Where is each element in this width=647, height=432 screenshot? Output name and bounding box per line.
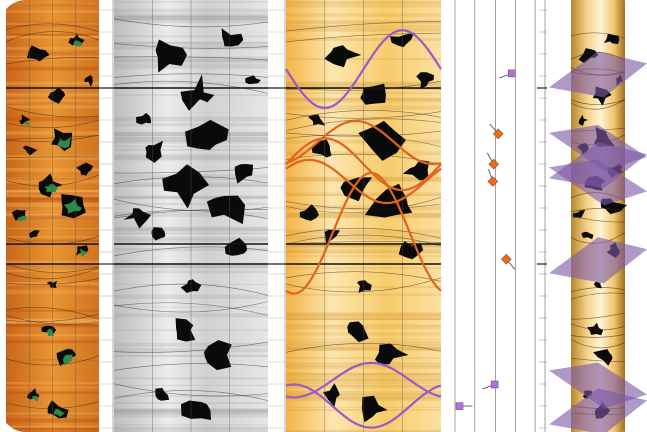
dip-plane[interactable] xyxy=(549,51,647,98)
tadpole-purple[interactable] xyxy=(507,69,516,78)
sinusoid-orange[interactable] xyxy=(285,158,442,205)
dark-feature xyxy=(398,241,424,260)
dark-feature xyxy=(123,208,151,229)
amplitude-image-track xyxy=(5,0,100,432)
dark-feature xyxy=(361,395,388,423)
cylinder-trace xyxy=(570,334,626,338)
dark-feature xyxy=(221,28,244,47)
dark-feature xyxy=(181,400,212,420)
cylinder-feature xyxy=(587,322,604,336)
sinusoid-orange[interactable] xyxy=(285,171,442,295)
dark-feature xyxy=(136,112,151,125)
dark-feature xyxy=(19,114,31,125)
cylinder-trace xyxy=(570,208,626,213)
cylinder-trace xyxy=(570,312,626,320)
cylinder-feature xyxy=(603,33,620,45)
dark-feature xyxy=(155,387,170,401)
dark-feature xyxy=(27,45,50,62)
dark-feature xyxy=(324,45,362,68)
borehole-3d-track xyxy=(549,0,647,432)
green-feature xyxy=(57,136,72,148)
dark-feature xyxy=(358,120,406,161)
dark-feature xyxy=(204,340,232,371)
green-feature xyxy=(23,121,29,126)
cylinder-trace xyxy=(570,357,626,362)
dip-plane[interactable] xyxy=(549,159,647,206)
green-feature xyxy=(79,248,88,257)
cylinder-trace xyxy=(570,215,626,223)
cylinder-feature xyxy=(578,48,599,64)
sinusoid-purple[interactable] xyxy=(285,383,442,429)
depth-scale xyxy=(99,0,114,432)
dark-feature xyxy=(357,280,372,293)
cylinder-trace xyxy=(570,339,626,349)
dark-feature xyxy=(402,160,430,181)
dark-feature xyxy=(22,145,38,156)
tadpole-purple[interactable] xyxy=(455,402,464,410)
sinusoid-purple[interactable] xyxy=(285,29,442,110)
interpreted-image-track xyxy=(285,0,442,432)
green-feature xyxy=(32,395,39,402)
cylinder-trace xyxy=(570,98,626,110)
dark-feature xyxy=(28,230,40,239)
cylinder-feature xyxy=(572,210,586,219)
cylinder-trace xyxy=(570,292,626,300)
cylinder-trace xyxy=(570,99,626,106)
sinusoid-purple[interactable] xyxy=(285,361,442,399)
cylinder-feature xyxy=(578,114,589,126)
dark-feature xyxy=(360,83,386,105)
green-feature xyxy=(64,199,82,214)
dark-feature xyxy=(162,164,209,209)
dark-feature xyxy=(416,72,434,90)
dark-feature xyxy=(307,114,326,126)
sinusoid-orange[interactable] xyxy=(285,119,442,166)
cylinder-feature xyxy=(581,231,594,240)
sinusoid-picks xyxy=(285,29,442,429)
dark-feature xyxy=(180,74,215,111)
cylinder-trace xyxy=(570,323,626,331)
dip-plane[interactable] xyxy=(549,388,647,432)
dark-feature xyxy=(175,318,196,342)
tadpole-orange[interactable] xyxy=(487,176,499,187)
cylinder-feature xyxy=(593,349,613,366)
tadpole-orange[interactable] xyxy=(500,253,512,265)
tadpole-orange[interactable] xyxy=(492,128,504,140)
dark-feature xyxy=(145,140,163,163)
tadpole-purple[interactable] xyxy=(490,380,499,389)
green-feature xyxy=(62,354,73,365)
dark-feature xyxy=(11,209,26,221)
green-feature xyxy=(18,215,27,222)
dark-feature xyxy=(84,74,93,87)
dark-feature xyxy=(322,383,340,407)
green-feature xyxy=(47,328,54,337)
dip-plane[interactable] xyxy=(549,237,647,284)
dark-feature xyxy=(206,195,246,225)
tadpole-orange[interactable] xyxy=(488,158,500,170)
cylinder-trace xyxy=(570,287,626,293)
dark-feature xyxy=(374,343,409,365)
tadpole-background xyxy=(455,0,545,432)
cylinder-feature xyxy=(593,281,603,289)
dark-feature xyxy=(184,119,229,150)
depth-scale xyxy=(268,0,286,432)
dark-feature xyxy=(224,237,248,256)
dark-feature xyxy=(76,162,94,176)
sinusoid-orange[interactable] xyxy=(285,137,442,192)
dark-feature xyxy=(151,227,166,241)
dark-feature xyxy=(245,75,261,85)
grayscale-image-track xyxy=(113,0,269,432)
cylinder-trace xyxy=(570,32,626,39)
tadpole-dip-track xyxy=(454,0,547,432)
green-feature xyxy=(53,408,65,417)
dark-feature xyxy=(299,204,319,221)
